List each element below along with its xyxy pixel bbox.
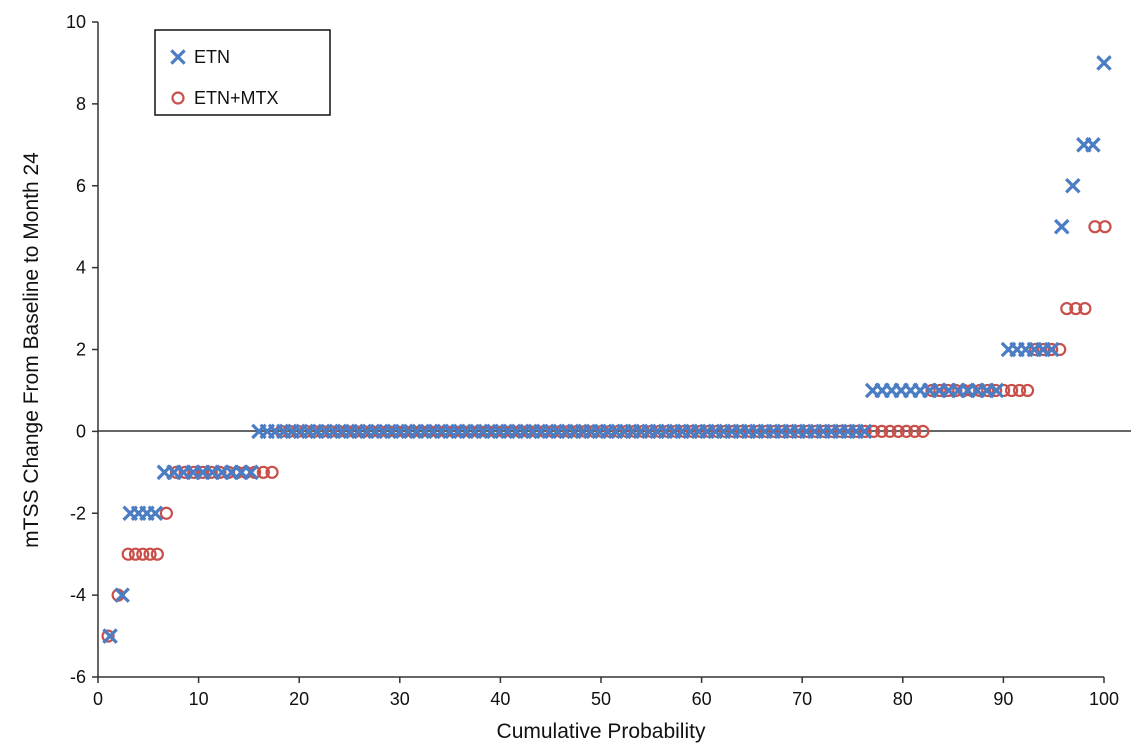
etn-mtx-point [941,383,955,398]
etn-point [102,628,118,644]
etn-mtx-point [128,547,143,561]
etn-point [1065,177,1081,194]
etn-mtx-point [159,506,174,520]
etn-point [1043,341,1060,358]
etn-mtx-point [187,465,201,479]
etn-mtx-point [1005,383,1019,398]
etn-mtx-point [1098,220,1112,234]
etn-mtx-point [1060,301,1074,316]
etn-point [147,505,164,522]
etn-mtx-point [136,547,150,561]
x-tick-label: 60 [692,689,712,709]
etn-mtx-point [121,547,135,561]
y-tick-label: -4 [70,585,86,605]
etn-mtx-point [858,424,872,438]
series-etn [102,55,1112,644]
etn-mtx-point [989,383,1003,398]
y-tick-label: 8 [76,94,86,114]
etn-point [156,464,173,481]
legend-marker-etn-mtx [171,91,185,105]
x-tick-label: 40 [490,689,510,709]
etn-mtx-point [1012,383,1027,398]
y-tick-label: -6 [70,667,86,687]
etn-mtx-point [981,383,995,398]
etn-mtx-point [204,465,218,479]
etn-point [223,464,240,481]
etn-mtx-point [150,547,164,561]
x-tick-label: 20 [289,689,309,709]
etn-point [988,382,1005,399]
legend-x-marker [170,49,186,65]
etn-point [114,587,130,603]
y-axis-title: mTSS Change From Baseline to Month 24 [20,152,43,548]
x-tick-label: 50 [591,689,611,709]
y-tick-label: 2 [76,340,86,360]
etn-mtx-point [178,465,192,479]
y-tick-label: -2 [70,503,86,523]
etn-mtx-point [143,547,157,561]
etn-mtx-point [875,424,889,438]
x-tick-label: 70 [792,689,812,709]
y-tick-label: 10 [66,12,86,32]
x-tick-label: 0 [93,689,103,709]
etn-point [243,464,259,481]
legend-marker-etn [170,49,186,65]
etn-mtx-point [891,424,905,438]
etn-mtx-point [1045,342,1059,357]
etn-point [204,464,221,481]
legend-label-etn-mtx: ETN+MTX [194,88,279,108]
etn-point [195,464,211,481]
legend-o-marker [171,91,185,105]
legend: ETN ETN+MTX [154,29,331,116]
etn-point [1085,137,1101,153]
x-tick-label: 90 [993,689,1013,709]
etn-point [856,423,873,440]
etn-point [233,464,250,481]
etn-mtx-point [1020,383,1035,398]
etn-point [214,464,230,481]
x-tick-label: 30 [390,689,410,709]
y-tick-label: 6 [76,176,86,196]
etn-mtx-point [101,629,115,643]
etn-mtx-point [1053,342,1067,357]
etn-mtx-point [1037,342,1051,357]
legend-box [154,29,331,116]
etn-mtx-point [899,424,914,438]
x-ticks: 0 10 20 30 40 50 60 70 80 90 100 [93,677,1119,709]
x-axis-title: Cumulative Probability [497,720,706,743]
etn-mtx-point [265,465,279,479]
etn-mtx-point [883,424,897,438]
etn-point [166,464,182,481]
etn-mtx-point [866,424,881,438]
legend-label-etn: ETN [194,47,230,67]
etn-mtx-point [908,424,922,438]
etn-mtx-point [1069,301,1083,316]
etn-point [175,464,192,481]
etn-mtx-point [256,465,270,479]
etn-mtx-point [933,383,947,398]
etn-point [185,464,201,481]
etn-mtx-point [1078,301,1092,316]
etn-point [1096,55,1112,71]
x-tick-label: 80 [893,689,913,709]
x-tick-label: 100 [1089,689,1119,709]
y-tick-label: 0 [76,421,86,441]
etn-point [1053,218,1070,235]
y-ticks: -6 -4 -2 0 2 4 6 8 10 [66,12,98,687]
y-tick-label: 4 [76,258,86,278]
x-tick-label: 10 [189,689,209,709]
etn-mtx-point [195,465,210,479]
etn-mtx-point [916,424,930,438]
